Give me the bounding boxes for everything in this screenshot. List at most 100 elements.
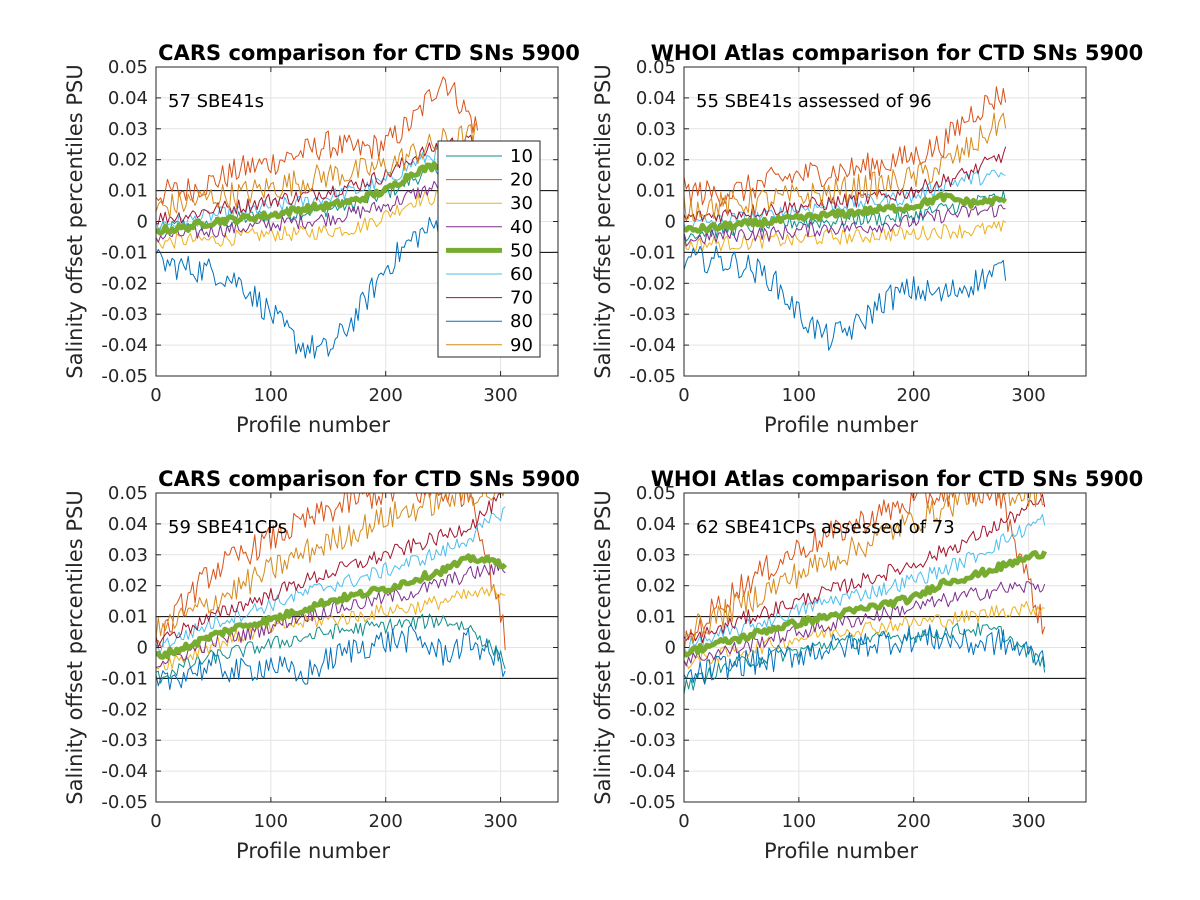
chart-panel-2: 0 100 200 300 -0.05 -0.04 -0.03 -0.02 -0.01 0 0.01… xyxy=(591,41,1143,437)
y-tick-label: -0.01 xyxy=(101,242,148,263)
chart-title: WHOI Atlas comparison for CTD SNs 5900 xyxy=(651,467,1144,491)
y-tick-label: -0.05 xyxy=(629,366,676,387)
x-tick-label: 200 xyxy=(897,385,931,406)
x-tick-label: 0 xyxy=(678,811,689,832)
y-tick-label: 0.05 xyxy=(636,57,676,78)
y-tick-label: 0.02 xyxy=(636,576,676,597)
x-tick-label: 200 xyxy=(369,385,403,406)
series-line-90 xyxy=(156,123,478,219)
x-tick-label: 300 xyxy=(483,385,517,406)
annotation-text: 55 SBE41s assessed of 96 xyxy=(696,91,932,112)
legend-label-10: 10 xyxy=(510,146,533,167)
series-line-60 xyxy=(156,506,506,653)
series-line-40 xyxy=(156,561,506,668)
y-tick-label: 0.01 xyxy=(636,607,676,628)
series-group xyxy=(156,493,508,691)
y-tick-label: -0.02 xyxy=(101,273,148,294)
series-line-40 xyxy=(156,178,479,243)
legend-label-90: 90 xyxy=(510,335,533,356)
chart-title: CARS comparison for CTD SNs 5900 xyxy=(158,467,580,491)
series-line-70 xyxy=(156,493,502,648)
x-tick-label: 300 xyxy=(1011,811,1045,832)
chart-panel-3: 0 100 200 300 -0.05 -0.04 -0.03 -0.02 -0.01 0 0.01… xyxy=(63,467,580,863)
y-tick-label: 0.05 xyxy=(108,483,148,504)
y-axis-label: Salinity offset percentiles PSU xyxy=(591,64,615,378)
y-tick-label: -0.03 xyxy=(629,730,676,751)
series-group xyxy=(684,86,1008,351)
y-axis-label: Salinity offset percentiles PSU xyxy=(591,490,615,804)
series-line-80 xyxy=(156,624,506,691)
series-line-90 xyxy=(684,112,1007,222)
series-line-30 xyxy=(684,600,1045,669)
chart-title: CARS comparison for CTD SNs 5900 xyxy=(158,41,580,65)
y-tick-label: 0.04 xyxy=(108,514,148,535)
y-tick-label: 0 xyxy=(137,212,148,233)
series-line-50 xyxy=(684,550,1047,658)
y-tick-label: -0.01 xyxy=(101,668,148,689)
x-tick-label: 100 xyxy=(254,385,288,406)
x-tick-label: 300 xyxy=(483,811,517,832)
x-tick-label: 0 xyxy=(678,385,689,406)
x-tick-label: 300 xyxy=(1011,385,1045,406)
y-tick-label: -0.05 xyxy=(629,792,676,813)
y-tick-label: -0.03 xyxy=(101,304,148,325)
y-tick-label: -0.05 xyxy=(101,792,148,813)
y-axis-label: Salinity offset percentiles PSU xyxy=(63,490,87,804)
y-tick-label: 0 xyxy=(137,638,148,659)
series-line-20 xyxy=(684,86,1007,207)
series-line-40 xyxy=(684,581,1046,667)
y-tick-label: 0.01 xyxy=(636,181,676,202)
x-tick-label: 0 xyxy=(150,811,161,832)
x-axis-label: Profile number xyxy=(764,413,918,437)
annotation-text: 57 SBE41s xyxy=(168,91,264,112)
y-tick-label: 0.03 xyxy=(108,119,148,140)
y-tick-label: -0.04 xyxy=(101,335,148,356)
series-line-60 xyxy=(684,513,1046,654)
series-line-10 xyxy=(684,621,1046,695)
x-tick-label: 200 xyxy=(897,811,931,832)
y-tick-label: -0.01 xyxy=(629,668,676,689)
x-tick-label: 0 xyxy=(150,385,161,406)
series-line-80 xyxy=(684,624,1046,685)
series-line-40 xyxy=(684,204,1006,247)
legend-label-70: 70 xyxy=(510,288,533,309)
y-tick-label: 0.03 xyxy=(108,545,148,566)
annotation-text: 62 SBE41CPs assessed of 73 xyxy=(696,517,955,538)
y-tick-label: 0 xyxy=(665,212,676,233)
y-tick-label: -0.04 xyxy=(629,761,676,782)
y-tick-label: -0.02 xyxy=(629,699,676,720)
y-tick-label: 0.03 xyxy=(636,545,676,566)
y-tick-label: 0.04 xyxy=(636,88,676,109)
series-line-70 xyxy=(684,493,1046,644)
series-line-30 xyxy=(684,220,1006,253)
series-group xyxy=(156,76,479,359)
y-tick-label: 0.05 xyxy=(108,57,148,78)
y-tick-label: 0.05 xyxy=(636,483,676,504)
y-tick-label: 0.02 xyxy=(636,150,676,171)
legend-label-20: 20 xyxy=(510,170,533,191)
series-line-50 xyxy=(156,553,508,660)
y-tick-label: 0.04 xyxy=(108,88,148,109)
series-line-80 xyxy=(684,245,1007,351)
legend-label-60: 60 xyxy=(510,264,533,285)
y-tick-label: -0.05 xyxy=(101,366,148,387)
x-axis-label: Profile number xyxy=(236,413,390,437)
series-line-20 xyxy=(156,76,479,205)
series-line-70 xyxy=(684,146,1007,223)
legend-label-50: 50 xyxy=(510,240,533,261)
y-tick-label: 0.01 xyxy=(108,181,148,202)
y-axis-label: Salinity offset percentiles PSU xyxy=(63,64,87,378)
series-group xyxy=(684,493,1047,695)
x-tick-label: 100 xyxy=(782,811,816,832)
y-tick-label: 0.03 xyxy=(636,119,676,140)
legend-label-40: 40 xyxy=(510,217,533,238)
series-line-60 xyxy=(156,140,479,230)
y-tick-label: -0.04 xyxy=(101,761,148,782)
series-line-60 xyxy=(684,169,1006,230)
series-line-90 xyxy=(156,493,505,639)
chart-panel-4: 0 100 200 300 -0.05 -0.04 -0.03 -0.02 -0.01 0 0.01… xyxy=(591,467,1143,863)
y-tick-label: -0.03 xyxy=(101,730,148,751)
y-tick-label: -0.03 xyxy=(629,304,676,325)
x-tick-label: 100 xyxy=(782,385,816,406)
series-line-30 xyxy=(156,189,479,249)
